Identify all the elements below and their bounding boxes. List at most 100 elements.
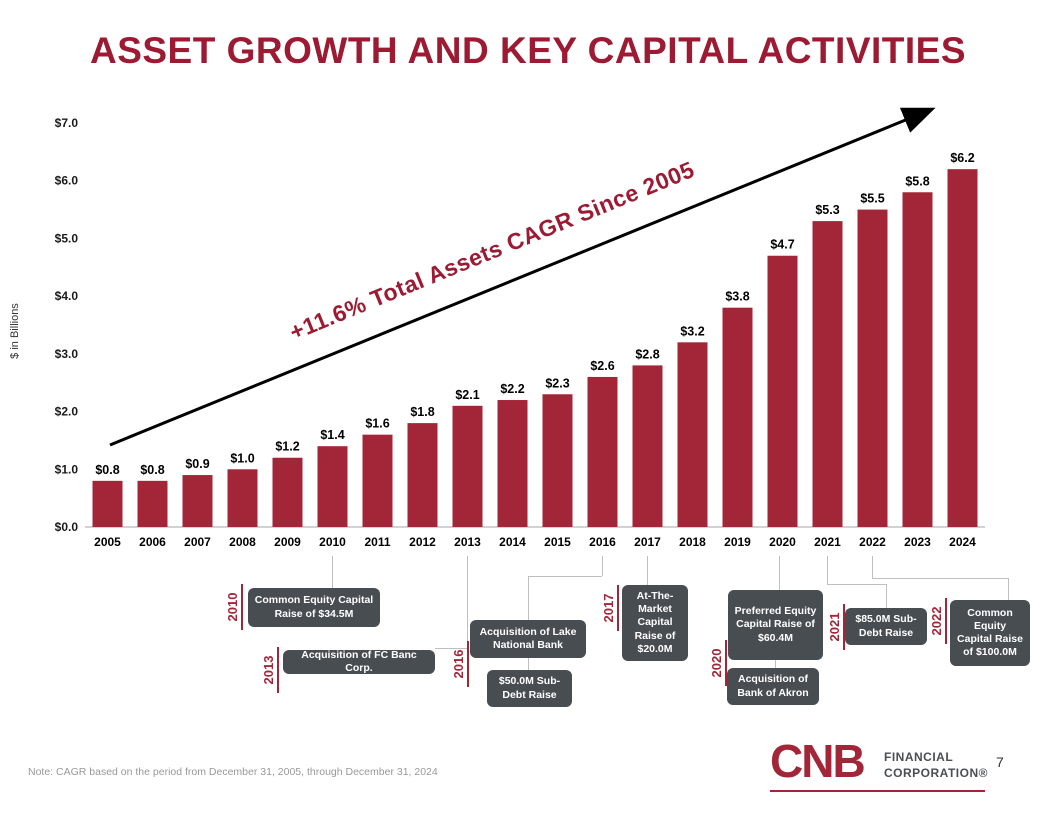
bar-value-label: $2.8 [635,347,659,361]
annotation-year-2016: 2016 [451,641,469,687]
x-tick-label: 2010 [319,535,346,549]
callout-2016-lake-national-bank: Acquisition of Lake National Bank [470,620,586,658]
page-title: ASSET GROWTH AND KEY CAPITAL ACTIVITIES [89,30,967,71]
y-tick-label: $4.0 [55,289,79,303]
callout-2020-preferred-equity-raise: Preferred Equity Capital Raise of $60.4M [728,590,823,660]
bar-value-label: $5.8 [905,174,929,188]
connector-line [779,556,780,590]
callout-2022-common-equity-raise: Common Equity Capital Raise of $100.0M [950,600,1030,666]
y-tick-label: $0.0 [55,520,79,534]
bar-2017 [632,365,663,527]
bar-value-label: $1.8 [410,405,434,419]
x-tick-label: 2008 [229,535,256,549]
bar-2009 [272,457,303,527]
cnb-logo: CNB [770,735,866,787]
annotation-year-2022: 2022 [929,598,947,644]
bar-value-label: $3.8 [725,290,749,304]
bar-2011 [362,434,393,527]
bar-2005 [92,480,123,527]
connector-line [467,556,468,648]
annotation-year-2021: 2021 [827,604,845,650]
bar-value-label: $3.2 [680,324,704,338]
x-tick-label: 2019 [724,535,751,549]
x-tick-label: 2017 [634,535,661,549]
x-tick-label: 2009 [274,535,301,549]
bar-value-label: $2.3 [545,376,569,390]
bar-value-label: $2.6 [590,359,614,373]
x-tick-label: 2014 [499,535,526,549]
page-number: 7 [996,754,1004,770]
bar-value-label: $1.0 [230,451,254,465]
bar-value-label: $2.2 [500,382,524,396]
x-tick-label: 2020 [769,535,796,549]
callout-2017-atm-capital-raise: At-The-Market Capital Raise of $20.0M [622,585,688,661]
bar-value-label: $1.2 [275,440,299,454]
cagr-trend-arrow [109,107,936,447]
cnb-logo-subtext: FINANCIAL CORPORATION® [884,750,988,781]
bar-2018 [677,342,708,527]
cnb-logo-corporation: CORPORATION® [884,765,988,780]
callout-2020-bank-of-akron: Acquisition of Bank of Akron [727,668,819,705]
y-tick-label: $1.0 [55,462,79,476]
connector-line [602,556,603,576]
annotation-year-2013: 2013 [261,647,279,693]
callout-2013-fc-banc-acquisition: Acquisition of FC Banc Corp. [283,649,435,674]
bar-value-label: $5.3 [815,203,839,217]
bar-2008 [227,469,258,527]
asset-growth-bar-chart: $0.0 $1.0 $2.0 $3.0 $4.0 $5.0 $6.0 $7.0 $0.8 2005… [55,107,985,549]
y-tick-label: $7.0 [55,116,79,130]
bar-value-label: $0.8 [140,463,164,477]
connector-line [886,584,887,608]
connector-line [528,576,602,577]
bar-value-label: $6.2 [950,151,974,165]
bar-2006 [137,480,168,527]
callout-2016-sub-debt-raise: $50.0M Sub-Debt Raise [487,670,572,707]
connector-line [435,648,468,649]
callout-2010-common-equity-raise: Common Equity Capital Raise of $34.5M [248,588,380,627]
bar-2021 [812,221,843,527]
footnote: Note: CAGR based on the period from Dece… [28,766,438,778]
bar-2007 [182,475,213,527]
bar-value-label: $5.5 [860,192,884,206]
y-tick-label: $3.0 [55,347,79,361]
annotation-year-2020: 2020 [709,640,727,686]
y-tick-label: $2.0 [55,405,79,419]
bar-value-label: $2.1 [455,388,479,402]
callout-2021-sub-debt-raise: $85.0M Sub-Debt Raise [845,608,927,645]
bar-2013 [452,405,483,527]
bar-value-label: $1.6 [365,417,389,431]
bar-2022 [857,209,888,528]
connector-line [647,556,648,585]
connector-line [528,576,529,620]
bar-2024 [947,169,978,527]
bar-value-label: $0.8 [95,463,119,477]
x-tick-label: 2013 [454,535,481,549]
bar-2020 [767,255,798,527]
bar-2010 [317,446,348,527]
x-tick-label: 2015 [544,535,571,549]
cnb-logo-financial: FINANCIAL [884,750,954,764]
logo-underline [770,790,985,792]
bar-value-label: $0.9 [185,457,209,471]
x-tick-label: 2007 [184,535,211,549]
x-tick-label: 2024 [949,535,976,549]
connector-line [872,578,1008,579]
x-tick-label: 2006 [139,535,166,549]
x-tick-label: 2018 [679,535,706,549]
bar-2014 [497,400,528,527]
x-tick-label: 2012 [409,535,436,549]
annotation-year-2010: 2010 [225,584,243,630]
bar-value-label: $1.4 [320,428,344,442]
x-tick-label: 2022 [859,535,886,549]
y-tick-label: $5.0 [55,231,79,245]
connector-line [528,658,529,670]
connector-line [332,556,333,588]
x-tick-label: 2023 [904,535,931,549]
cagr-annotation: +11.6% Total Assets CAGR Since 2005 [286,156,698,345]
bar-value-label: $4.7 [770,238,794,252]
connector-line [872,556,873,578]
connector-line [775,660,776,668]
bar-2019 [722,307,753,527]
x-tick-label: 2021 [814,535,841,549]
